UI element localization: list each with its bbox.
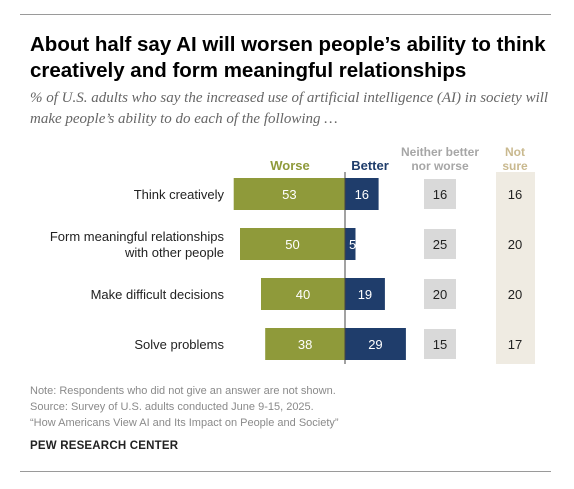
data-label-neither: 15 <box>433 337 447 352</box>
category-label: Form meaningful relationships <box>50 229 225 244</box>
data-label-not-sure: 20 <box>508 237 522 252</box>
header-neither: nor worse <box>411 159 469 173</box>
chart-title: About half say AI will worsen people’s a… <box>30 33 546 82</box>
bar-neither <box>424 229 456 259</box>
bar-worse <box>265 328 345 360</box>
top-rule <box>20 14 551 15</box>
category-label: Make difficult decisions <box>91 287 225 302</box>
brand-name: PEW RESEARCH CENTER <box>30 440 179 452</box>
bar-neither <box>424 329 456 359</box>
data-label-not-sure: 17 <box>508 337 522 352</box>
header-not-sure: Not <box>505 145 525 159</box>
not-sure-panel <box>496 172 535 364</box>
bar-better <box>345 278 385 310</box>
bar-neither <box>424 179 456 209</box>
category-label: with other people <box>124 245 224 260</box>
chart-subtitle: % of U.S. adults who say the increased u… <box>30 90 549 127</box>
data-label-better: 19 <box>358 287 372 302</box>
data-label-neither: 16 <box>433 187 447 202</box>
bar-better <box>345 228 356 260</box>
data-label-worse: 40 <box>296 287 310 302</box>
bar-neither <box>424 279 456 309</box>
data-label-neither: 20 <box>433 287 447 302</box>
report-title-line: “How Americans View AI and Its Impact on… <box>30 417 339 429</box>
header-not-sure: sure <box>502 159 528 173</box>
data-label-not-sure: 16 <box>508 187 522 202</box>
category-label: Think creatively <box>134 187 225 202</box>
note-line: Note: Respondents who did not give an an… <box>30 385 336 397</box>
header-neither: Neither better <box>401 145 479 159</box>
category-label: Solve problems <box>134 337 224 352</box>
data-label-worse: 38 <box>298 337 312 352</box>
bar-worse <box>233 178 345 210</box>
data-label-better: 5 <box>349 237 356 252</box>
header-better: Better <box>351 158 389 173</box>
header-worse: Worse <box>270 158 310 173</box>
data-label-neither: 25 <box>433 237 447 252</box>
bottom-rule <box>20 471 551 472</box>
data-label-better: 29 <box>368 337 382 352</box>
data-label-worse: 50 <box>285 237 299 252</box>
bar-worse <box>240 228 345 260</box>
bar-better <box>345 328 406 360</box>
bar-worse <box>261 278 345 310</box>
source-line: Source: Survey of U.S. adults conducted … <box>30 401 314 413</box>
data-label-not-sure: 20 <box>508 287 522 302</box>
bar-better <box>345 178 379 210</box>
data-label-better: 16 <box>355 187 369 202</box>
data-label-worse: 53 <box>282 187 296 202</box>
